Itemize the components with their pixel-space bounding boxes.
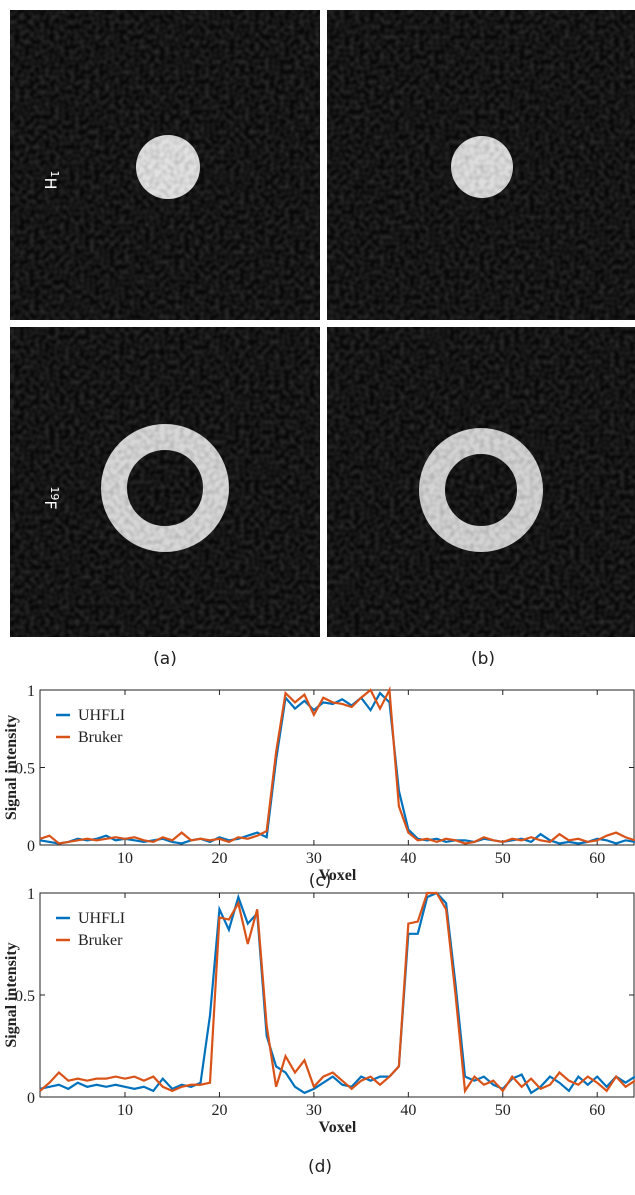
y-tick-label: 0.5 xyxy=(15,988,35,1005)
mri-panels: 1H 19F xyxy=(0,10,635,637)
series-line xyxy=(39,891,635,1095)
row-label: 1H xyxy=(41,170,61,189)
caption: (d) xyxy=(308,1157,332,1177)
series-line xyxy=(39,891,635,1095)
x-tick-label: 30 xyxy=(306,1102,322,1119)
separator xyxy=(0,320,635,327)
x-tick-label: 30 xyxy=(306,850,322,867)
series-line xyxy=(39,686,635,845)
y-axis-label: Signal intensity xyxy=(3,942,20,1047)
y-axis-label: Signal intensity xyxy=(3,715,20,820)
row-label: 19F xyxy=(41,486,61,509)
sup: 1 xyxy=(48,170,61,177)
x-tick-label: 40 xyxy=(400,1102,416,1119)
base: F xyxy=(41,500,60,509)
legend-label: UHFLI xyxy=(78,910,125,927)
sup: 19 xyxy=(48,486,61,500)
x-tick-label: 50 xyxy=(495,850,511,867)
x-axis-label: Voxel xyxy=(319,1119,357,1136)
x-tick-label: 40 xyxy=(400,850,416,867)
y-tick-label: 0.5 xyxy=(15,761,35,778)
y-tick-label: 1 xyxy=(27,683,35,700)
y-tick-label: 0 xyxy=(27,838,35,855)
legend-label: Bruker xyxy=(78,932,123,949)
x-tick-label: 60 xyxy=(589,1102,605,1119)
y-tick-label: 1 xyxy=(27,886,35,903)
y-tick-label: 0 xyxy=(27,1090,35,1107)
x-tick-label: 50 xyxy=(495,1102,511,1119)
legend-label: UHFLI xyxy=(78,707,125,724)
x-tick-label: 60 xyxy=(589,850,605,867)
x-axis-label: Voxel xyxy=(319,867,357,884)
base: H xyxy=(41,177,60,189)
x-tick-label: 20 xyxy=(211,1102,227,1119)
caption: (a) xyxy=(153,649,177,669)
caption: (b) xyxy=(471,649,495,669)
x-tick-label: 20 xyxy=(211,850,227,867)
caption: (c) xyxy=(309,871,332,891)
x-tick-label: 10 xyxy=(117,850,133,867)
x-tick-label: 10 xyxy=(117,1102,133,1119)
plot-area xyxy=(39,892,635,1098)
legend-label: Bruker xyxy=(78,729,123,746)
plot-area xyxy=(39,689,635,846)
